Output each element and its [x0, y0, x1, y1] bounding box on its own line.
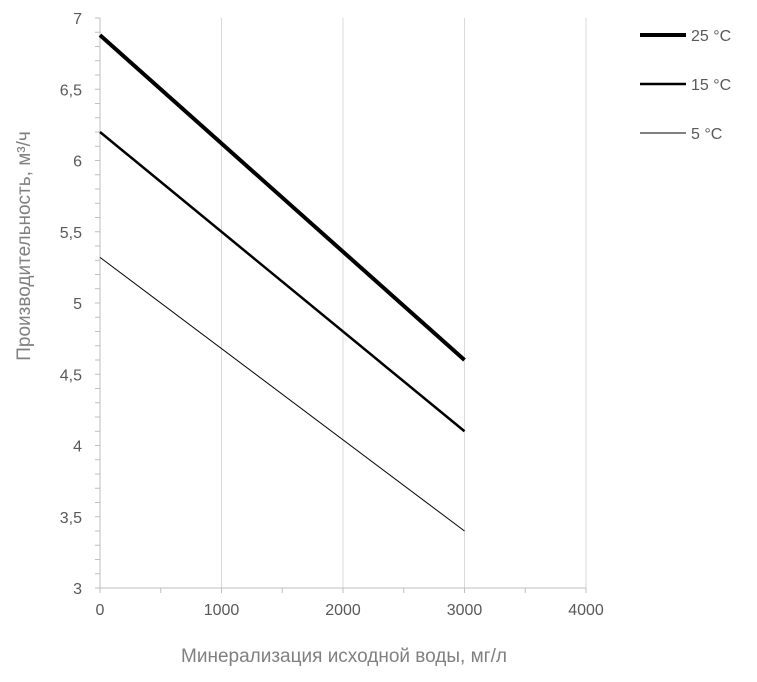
y-tick-label: 6,5 [60, 82, 82, 99]
grid-lines [221, 18, 587, 588]
y-tick-label: 5 [73, 296, 82, 313]
legend-label-3: 5 °C [691, 126, 722, 143]
y-tick-label: 5,5 [60, 225, 82, 242]
y-axis-title: Производительность, м³/ч [14, 131, 35, 361]
series-line-3 [99, 257, 465, 532]
y-axis-ticks: 3 3,5 4 4,5 5 5,5 6 6,5 7 [60, 11, 100, 598]
y-tick-label: 7 [73, 11, 82, 28]
x-tick-label: 1000 [204, 602, 240, 619]
legend: 25 °C 15 °C 5 °C [640, 28, 731, 143]
series-lines [98, 33, 466, 532]
series-line-1 [98, 33, 466, 362]
y-tick-label: 4,5 [60, 367, 82, 384]
x-tick-label: 3000 [447, 602, 483, 619]
series-line-2 [99, 131, 466, 433]
legend-label-2: 15 °C [691, 77, 731, 94]
x-axis-title: Минерализация исходной воды, мг/л [181, 646, 507, 667]
y-tick-label: 3 [73, 581, 82, 598]
x-tick-label: 0 [96, 602, 105, 619]
x-tick-label: 2000 [325, 602, 361, 619]
y-tick-label: 4 [73, 439, 82, 456]
legend-label-1: 25 °C [691, 28, 731, 45]
y-tick-label: 6 [73, 154, 82, 171]
x-tick-label: 4000 [568, 602, 604, 619]
y-tick-label: 3,5 [60, 510, 82, 527]
x-axis-ticks: 0 1000 2000 3000 4000 [96, 588, 604, 619]
